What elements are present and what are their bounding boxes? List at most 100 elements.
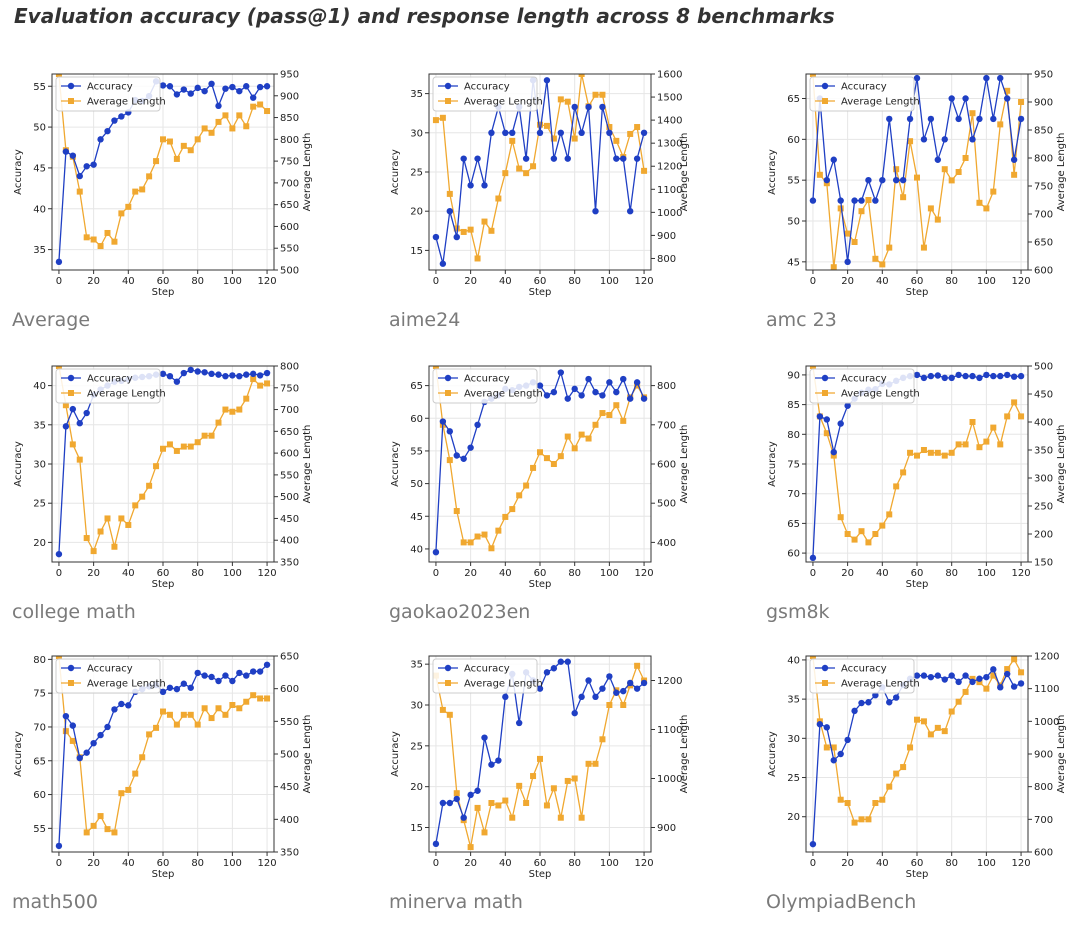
length-point <box>1011 656 1018 663</box>
accuracy-point <box>837 197 844 204</box>
chart-svg: 0 20 40 60 80 100 120 40 45 50 55 60 65 400 500 600 700 8… <box>390 365 690 590</box>
length-point <box>257 695 264 702</box>
length-point <box>208 432 215 439</box>
length-point <box>243 698 250 705</box>
accuracy-point <box>976 675 983 682</box>
length-point <box>481 829 488 836</box>
accuracy-point <box>585 677 592 684</box>
length-point <box>90 548 97 555</box>
accuracy-point <box>892 176 900 184</box>
length-point <box>900 764 907 771</box>
length-point <box>530 773 537 780</box>
y-axis-label: Accuracy <box>13 731 24 777</box>
chart-caption: minerva math <box>389 891 523 913</box>
length-point <box>927 205 934 212</box>
accuracy-point <box>215 371 222 378</box>
accuracy-point <box>536 129 544 136</box>
length-point <box>502 513 509 520</box>
x-tick-label: 80 <box>568 858 581 869</box>
x-tick-label: 60 <box>911 276 924 287</box>
length-point <box>432 117 439 124</box>
x-axis-label: Step <box>152 869 175 880</box>
y2-tick-label: 900 <box>657 231 676 242</box>
length-point <box>1011 171 1018 178</box>
accuracy-point <box>222 372 229 380</box>
length-point <box>962 688 969 695</box>
accuracy-point <box>256 668 264 675</box>
chart-caption: college math <box>12 601 136 623</box>
length-point <box>446 457 453 464</box>
y2-tick-label: 900 <box>657 823 676 834</box>
length-point <box>879 796 886 803</box>
length-point <box>460 539 467 546</box>
y2-tick-label: 150 <box>1034 558 1053 569</box>
accuracy-point <box>229 372 236 379</box>
x-tick-label: 80 <box>568 276 581 287</box>
length-point <box>132 770 139 777</box>
accuracy-point <box>69 405 77 413</box>
x-tick-label: 80 <box>568 568 581 579</box>
accuracy-point <box>439 418 447 425</box>
y2-tick-label: 600 <box>657 460 676 471</box>
length-point <box>1004 666 1011 673</box>
y2-tick-label: 750 <box>1034 182 1053 193</box>
y-tick-label: 40 <box>33 381 46 392</box>
x-tick-label: 60 <box>534 858 547 869</box>
length-point <box>816 171 823 178</box>
y2-axis-label: Average Length <box>1056 425 1067 504</box>
length-point <box>153 158 160 165</box>
page-title: Evaluation accuracy (pass@1) and respons… <box>14 4 835 28</box>
accuracy-point <box>858 699 865 707</box>
y2-tick-label: 500 <box>280 266 299 277</box>
accuracy-point <box>969 372 976 380</box>
legend-accuracy-label: Accuracy <box>841 664 887 675</box>
y-tick-label: 35 <box>787 695 800 706</box>
legend-accuracy-marker <box>821 664 829 672</box>
length-point <box>990 672 997 679</box>
x-tick-label: 40 <box>122 858 135 869</box>
length-point <box>851 819 858 826</box>
accuracy-point <box>920 374 928 382</box>
chart-panel: 0 20 40 60 80 100 120 45 50 55 60 65 600 650 700 750 800… <box>766 58 1080 348</box>
accuracy-point <box>557 369 565 376</box>
legend-accuracy-marker <box>67 374 75 382</box>
accuracy-point <box>249 370 257 378</box>
accuracy-point <box>173 91 181 98</box>
length-point <box>990 424 997 431</box>
legend: Accuracy Average Length <box>55 76 166 112</box>
length-point <box>955 441 962 448</box>
accuracy-point <box>208 673 215 681</box>
y-tick-label: 25 <box>787 773 800 784</box>
length-point <box>257 101 264 108</box>
x-tick-label: 20 <box>87 858 100 869</box>
x-tick-label: 120 <box>258 276 277 287</box>
accuracy-point <box>858 197 865 204</box>
accuracy-point <box>990 115 997 123</box>
accuracy-point <box>886 699 893 706</box>
y2-tick-label: 600 <box>280 449 299 460</box>
y2-tick-label: 650 <box>280 427 299 438</box>
length-point <box>948 449 955 456</box>
x-tick-label: 120 <box>1012 276 1031 287</box>
length-point <box>111 543 118 550</box>
y2-tick-label: 350 <box>280 558 299 569</box>
legend-length-marker <box>68 390 74 396</box>
legend: Accuracy Average Length <box>809 368 920 404</box>
accuracy-point <box>879 176 886 184</box>
accuracy-point <box>522 155 530 162</box>
x-tick-label: 100 <box>223 568 242 579</box>
accuracy-point <box>844 736 851 744</box>
length-point <box>976 199 983 206</box>
length-point <box>844 531 851 537</box>
legend-accuracy-label: Accuracy <box>841 82 887 93</box>
length-point <box>634 124 641 131</box>
length-point <box>250 376 257 383</box>
accuracy-point <box>208 80 215 87</box>
accuracy-point <box>166 372 174 380</box>
accuracy-point <box>76 420 83 427</box>
accuracy-point <box>467 182 474 189</box>
length-point <box>432 366 439 369</box>
length-point <box>550 135 557 142</box>
length-point <box>194 439 201 446</box>
length-point <box>125 521 132 528</box>
